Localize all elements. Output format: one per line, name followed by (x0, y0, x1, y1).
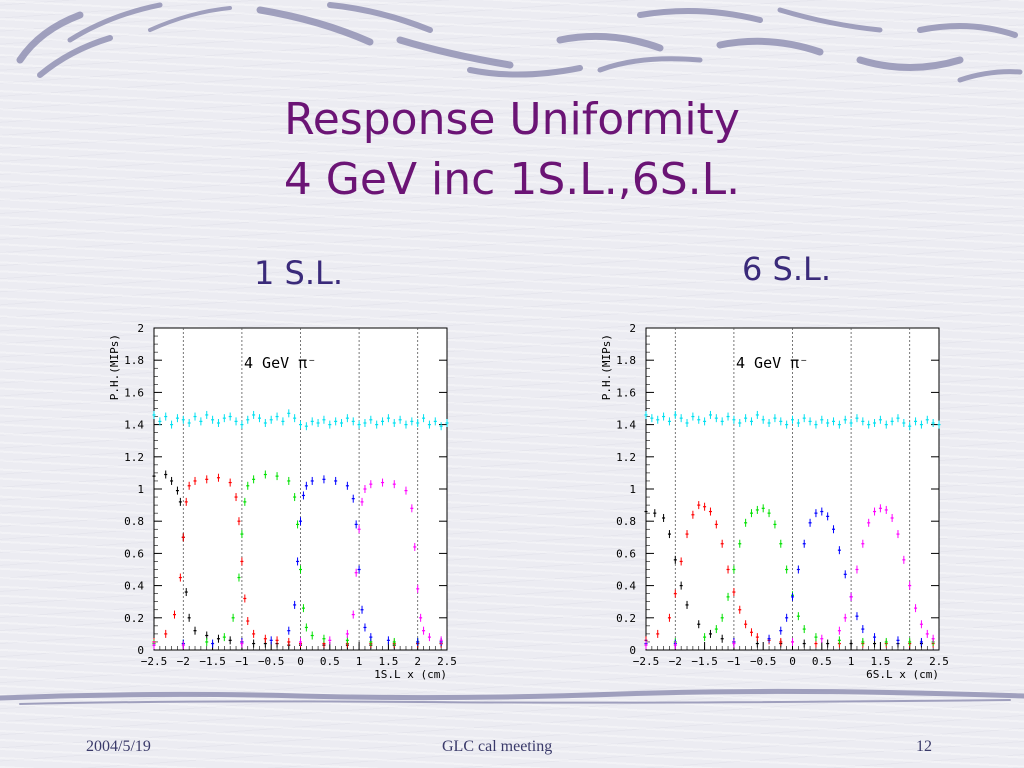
x-tick-label: 2.5 (437, 655, 457, 668)
x-tick-label: 1 (356, 655, 363, 668)
y-tick-label: 0 (629, 644, 636, 657)
series-5 (644, 410, 941, 431)
y-tick-label: 0.8 (616, 515, 636, 528)
y-tick-label: 0.4 (616, 580, 636, 593)
y-axis-label: P.H.(MIPs) (108, 334, 121, 400)
y-tick-label: 1 (137, 483, 144, 496)
chart-6sl-response: 0 0.2 0.4 0.6 0.8 1 1.2 1.4 1.6 1.8 2 −2.5 −2 −1.5 −1−… (600, 322, 949, 680)
y-tick-label: 0 (137, 644, 144, 657)
y-tick-label: 0.2 (616, 612, 636, 625)
y-tick-label: 1.2 (616, 451, 636, 464)
x-tick-label: 0 (297, 655, 304, 668)
y-tick-label: 1 (629, 483, 636, 496)
y-tick-label: 0.6 (616, 547, 636, 560)
x-tick-label: −2.5 (633, 655, 660, 668)
x-tick-label: 1 (848, 655, 855, 668)
y-tick-label: 1.6 (124, 386, 144, 399)
footer-page-number: 12 (916, 738, 932, 755)
y-tick-label: 1.4 (616, 419, 636, 432)
x-tick-label: −2.5 (141, 655, 168, 668)
x-tick-label: −2 (177, 655, 190, 668)
x-tick-label: 2 (906, 655, 913, 668)
y-tick-label: 2 (629, 322, 636, 335)
x-tick-label: 2 (414, 655, 421, 668)
y-tick-label: 2 (137, 322, 144, 335)
series-5 (152, 409, 449, 431)
x-tick-label: −2 (669, 655, 682, 668)
y-axis-label: P.H.(MIPs) (600, 334, 613, 400)
x-tick-label: 0.5 (320, 655, 340, 668)
series-2 (644, 504, 935, 648)
chart-annotation: 4 GeV π⁻ (244, 354, 316, 372)
x-tick-label: 0.5 (812, 655, 832, 668)
chart-annotation: 4 GeV π⁻ (736, 354, 808, 372)
y-tick-label: 1.4 (124, 419, 144, 432)
x-tick-label: −0.5 (750, 655, 777, 668)
slide-title-line1: Response Uniformity (284, 94, 740, 145)
x-tick-label: −1 (235, 655, 248, 668)
x-tick-label: −1.5 (691, 655, 718, 668)
x-tick-label: 1.5 (378, 655, 398, 668)
y-tick-label: 1.2 (124, 451, 144, 464)
y-tick-label: 1.8 (616, 354, 636, 367)
series-4 (644, 504, 935, 650)
footer-date: 2004/5/19 (86, 738, 151, 755)
decorative-swirl-header (16, 2, 1023, 83)
x-axis-label: 6S.L x (cm) (866, 668, 939, 680)
label-6sl: 6 S.L. (742, 250, 832, 288)
y-tick-label: 1.8 (124, 354, 144, 367)
y-tick-label: 0.8 (124, 515, 144, 528)
y-tick-label: 1.6 (616, 386, 636, 399)
y-tick-label: 0.6 (124, 547, 144, 560)
slide-title-line2: 4 GeV inc 1S.L.,6S.L. (283, 154, 741, 205)
x-tick-label: 2.5 (929, 655, 949, 668)
footer-meeting: GLC cal meeting (442, 738, 553, 755)
x-tick-label: 0 (789, 655, 796, 668)
x-tick-label: −1.5 (199, 655, 226, 668)
x-axis-label: 1S.L x (cm) (374, 668, 447, 680)
x-tick-label: 1.5 (870, 655, 890, 668)
series-4 (152, 478, 443, 650)
chart-1sl-response: 0 0.2 0.4 0.6 0.8 1 1.2 1.4 1.6 1.8 2 −2.5 −2 −1.5 −1−… (108, 322, 457, 680)
y-tick-label: 0.4 (124, 580, 144, 593)
y-tick-label: 0.2 (124, 612, 144, 625)
decorative-swirl-footer (0, 688, 1024, 705)
x-tick-label: −0.5 (258, 655, 285, 668)
x-tick-label: −1 (727, 655, 740, 668)
label-1sl: 1 S.L. (254, 254, 344, 292)
